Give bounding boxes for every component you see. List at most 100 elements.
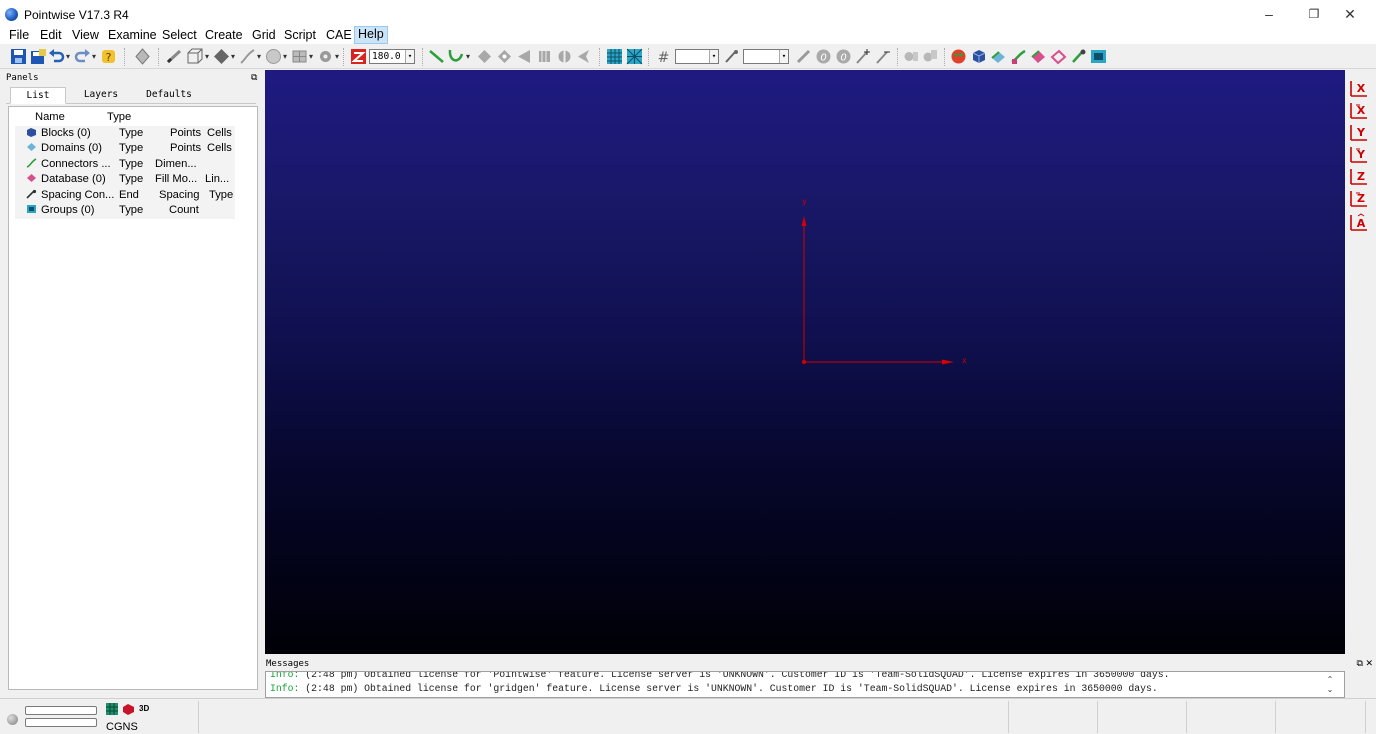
connector-curve-icon[interactable]	[447, 48, 464, 65]
angle-dropdown-icon[interactable]: ▾	[405, 50, 414, 63]
cae-spacing-icon[interactable]	[1070, 48, 1087, 65]
view-minus-y-icon[interactable]: Y	[1348, 144, 1370, 164]
rotation-angle-field[interactable]: 180.0 ▾	[369, 49, 415, 64]
dimension-dropdown-icon[interactable]: ▾	[709, 50, 718, 63]
grid-plane-dropdown-icon[interactable]: ▾	[309, 52, 314, 61]
spacing-icon[interactable]	[723, 48, 740, 65]
sphere-icon[interactable]	[265, 48, 282, 65]
diamond-icon[interactable]	[213, 48, 230, 65]
domain-diamond-icon[interactable]	[476, 48, 493, 65]
list-row-domains[interactable]: Domains (0) Type Points Cells	[15, 141, 235, 157]
curve-icon[interactable]	[239, 48, 256, 65]
cae-connector-icon[interactable]	[1010, 48, 1027, 65]
cae-solver-label[interactable]: CGNS	[106, 721, 138, 733]
undo-dropdown-icon[interactable]: ▾	[66, 52, 71, 61]
maximize-button[interactable]: ❐	[1308, 7, 1320, 21]
connector-dropdown-icon[interactable]: ▾	[466, 52, 471, 61]
float-panel-icon[interactable]: ⧉	[251, 72, 258, 82]
menu-help[interactable]: Help	[354, 26, 388, 44]
messages-scrollbar[interactable]: ⌃ ⌄	[1323, 675, 1337, 697]
list-row-groups[interactable]: Groups (0) Type Count	[15, 203, 235, 219]
redo-icon[interactable]	[74, 48, 91, 65]
examine-2-icon[interactable]	[922, 48, 939, 65]
save-as-icon[interactable]	[30, 48, 47, 65]
save-icon[interactable]	[10, 48, 27, 65]
menu-create[interactable]: Create	[205, 28, 243, 42]
view-plus-y-icon[interactable]: Y	[1348, 122, 1370, 142]
box-icon[interactable]	[186, 48, 203, 65]
spacing-field[interactable]: ▾	[743, 49, 789, 64]
rotate-angle-icon[interactable]	[350, 48, 367, 65]
unstructured-mesh-icon[interactable]	[626, 48, 643, 65]
menu-view[interactable]: View	[72, 28, 99, 42]
scroll-up-icon[interactable]: ⌃	[1326, 675, 1334, 684]
curve-dropdown-icon[interactable]: ▾	[257, 52, 262, 61]
column-header-name[interactable]: Name	[35, 111, 65, 123]
undo-icon[interactable]	[48, 48, 65, 65]
messages-log[interactable]: Info: (2:48 pm) Obtained license for 'Po…	[265, 671, 1345, 698]
y-axis-arrow	[801, 216, 807, 226]
remove-point-icon[interactable]	[875, 48, 892, 65]
cae-surface-icon[interactable]	[1050, 48, 1067, 65]
list-row-spacing-constraints[interactable]: Spacing Con... End Spacing Type	[15, 188, 235, 204]
dimension-indicator[interactable]: 3D	[139, 704, 150, 713]
connector-line-icon[interactable]	[428, 48, 445, 65]
tab-defaults[interactable]: Defaults	[146, 89, 192, 100]
menu-edit[interactable]: Edit	[40, 28, 62, 42]
cae-database-icon[interactable]	[1030, 48, 1047, 65]
structured-mesh-icon[interactable]	[606, 48, 623, 65]
cae-block-icon[interactable]	[970, 48, 987, 65]
row-col2: Spacing	[159, 188, 200, 201]
view-plus-x-icon[interactable]: X	[1348, 78, 1370, 98]
view-minus-x-icon[interactable]: X	[1348, 100, 1370, 120]
list-row-blocks[interactable]: Blocks (0) Type Points Cells	[15, 126, 235, 142]
menu-select[interactable]: Select	[162, 28, 197, 42]
menu-file[interactable]: File	[9, 28, 30, 42]
gear-dropdown-icon[interactable]: ▾	[335, 52, 340, 61]
block-grid-icon[interactable]	[536, 48, 553, 65]
smooth-2-icon[interactable]: 0	[835, 48, 852, 65]
menu-cae[interactable]: CAE	[326, 28, 352, 42]
cae-mask-icon[interactable]	[950, 48, 967, 65]
view-minus-z-icon[interactable]: Z	[1348, 188, 1370, 208]
menu-script[interactable]: Script	[284, 28, 316, 42]
list-row-database[interactable]: Database (0) Type Fill Mo... Lin...	[15, 172, 235, 188]
view-plus-z-icon[interactable]: Z	[1348, 166, 1370, 186]
graphics-viewport[interactable]: y x	[265, 70, 1345, 654]
spacing-dropdown-icon[interactable]: ▾	[779, 50, 788, 63]
extrude-icon[interactable]	[516, 48, 533, 65]
dimension-icon[interactable]: #	[655, 48, 672, 65]
box-dropdown-icon[interactable]: ▾	[205, 52, 210, 61]
tab-list[interactable]: List	[10, 87, 66, 104]
add-point-icon[interactable]	[855, 48, 872, 65]
examine-icon[interactable]	[903, 48, 920, 65]
revolve-icon[interactable]	[556, 48, 573, 65]
view-isometric-icon[interactable]: A	[1348, 212, 1370, 232]
domain-diamond-2-icon[interactable]	[496, 48, 513, 65]
menu-grid[interactable]: Grid	[252, 28, 276, 42]
list-row-connectors[interactable]: Connectors ... Type Dimen...	[15, 157, 235, 173]
scroll-down-icon[interactable]: ⌄	[1326, 685, 1334, 694]
smooth-icon[interactable]: 0	[815, 48, 832, 65]
diamond-dropdown-icon[interactable]: ▾	[231, 52, 236, 61]
cae-group-icon[interactable]	[1090, 48, 1107, 65]
messages-controls[interactable]: ⧉ ✕	[1356, 658, 1373, 668]
axis-origin	[802, 360, 806, 364]
sphere-dropdown-icon[interactable]: ▾	[283, 52, 288, 61]
help-icon[interactable]: ?	[100, 48, 117, 65]
tab-layers[interactable]: Layers	[83, 89, 119, 100]
dimension-field[interactable]: ▾	[675, 49, 719, 64]
sweep-icon[interactable]	[576, 48, 593, 65]
redo-dropdown-icon[interactable]: ▾	[92, 52, 97, 61]
grid-plane-icon[interactable]	[291, 48, 308, 65]
cae-domain-icon[interactable]	[990, 48, 1007, 65]
orient-icon[interactable]	[134, 48, 151, 65]
minimize-button[interactable]: –	[1265, 6, 1273, 22]
close-button[interactable]: ✕	[1344, 6, 1356, 22]
draw-icon[interactable]	[166, 48, 183, 65]
title-bar: Pointwise V17.3 R4 – ❐ ✕	[0, 0, 1376, 26]
column-header-type[interactable]: Type	[107, 111, 132, 123]
solve-icon[interactable]	[795, 48, 812, 65]
menu-examine[interactable]: Examine	[108, 28, 157, 42]
gear-icon[interactable]	[317, 48, 334, 65]
